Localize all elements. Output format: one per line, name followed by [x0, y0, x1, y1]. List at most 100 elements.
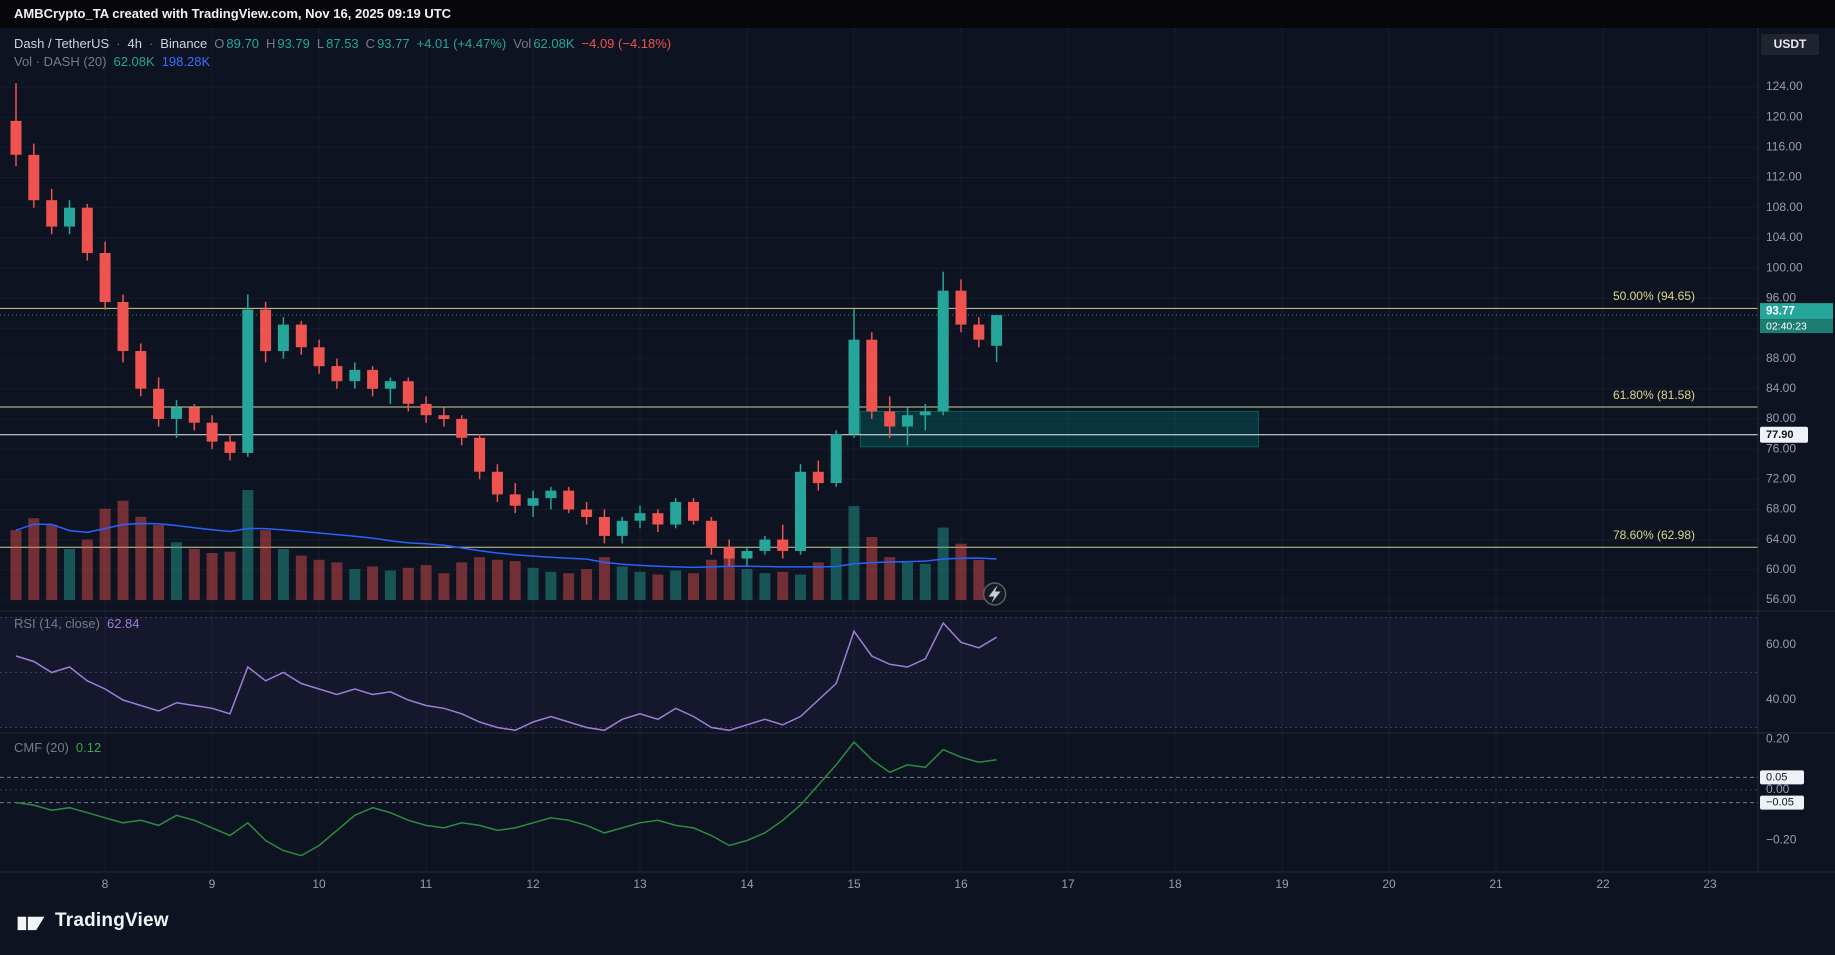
fib-level-label: 61.80% (81.58) — [1612, 388, 1695, 403]
volume-bar — [28, 518, 40, 600]
volume-bar — [206, 553, 218, 600]
price-change: +4.01 (+4.47%) — [416, 36, 507, 51]
volume-bar — [723, 554, 735, 600]
last-price-badge — [1760, 303, 1833, 320]
ohlc-high: H 93.79 — [265, 36, 310, 51]
time-tick-label: 16 — [954, 877, 968, 891]
volume-bar — [955, 543, 967, 600]
candle-body — [652, 513, 664, 525]
symbol-exchange: Binance — [160, 36, 208, 51]
volume-bar — [224, 551, 236, 600]
candle-body — [688, 501, 699, 521]
candle-body — [349, 369, 361, 382]
volume-ma-line — [15, 522, 997, 569]
volume-bar — [670, 570, 682, 600]
volume-bar — [277, 549, 289, 600]
candle-body — [456, 418, 468, 438]
candle-body — [474, 437, 486, 472]
candle-body — [491, 471, 503, 495]
candle-body — [135, 351, 147, 389]
cmf-tick-label: −0.20 — [1766, 833, 1797, 847]
cmf-tick-label: 0.00 — [1766, 782, 1790, 796]
candle-body — [277, 324, 289, 351]
candle-body — [955, 290, 967, 325]
time-tick-label: 17 — [1061, 877, 1075, 891]
candle-body — [902, 415, 913, 427]
ohlc-open: O 89.70 — [214, 36, 259, 51]
volume-bar — [295, 555, 307, 600]
time-tick-label: 8 — [102, 877, 109, 891]
cmf-level-badge-label: 0.05 — [1766, 771, 1787, 783]
rsi-tick-label: 60.00 — [1766, 637, 1796, 651]
tradingview-logo-text: TradingView — [55, 910, 169, 931]
candle-body — [616, 520, 628, 536]
volume-bar — [563, 573, 575, 600]
candle-body — [741, 551, 753, 559]
last-price-label: 93.77 — [1766, 306, 1795, 318]
candle-body — [812, 471, 824, 484]
candle-body — [117, 302, 129, 351]
price-tick-label: 112.00 — [1766, 170, 1802, 184]
candle-body — [509, 494, 521, 506]
candle-body — [634, 513, 646, 521]
volume-bar — [688, 573, 699, 600]
volume-bar — [705, 559, 717, 600]
support-price-label: 77.90 — [1766, 429, 1794, 441]
candle-body — [224, 441, 236, 453]
volume-bar — [81, 539, 93, 600]
price-tick-label: 80.00 — [1766, 411, 1796, 425]
volume-bar — [117, 500, 129, 600]
candle-body — [919, 411, 931, 416]
volume-bar — [830, 547, 842, 600]
ohlc-close: C 93.77 — [365, 36, 410, 51]
candle-body — [46, 200, 58, 227]
volume-bar — [367, 566, 379, 600]
volume-bar — [777, 571, 789, 600]
attribution-text: AMBCrypto_TA created with TradingView.co… — [14, 6, 452, 21]
rsi-legend-row[interactable]: RSI (14, close) 62.84 — [14, 616, 140, 631]
price-tick-label: 120.00 — [1766, 109, 1803, 123]
lightning-bolt-icon — [988, 585, 1001, 603]
volume-bar — [545, 571, 557, 600]
volume-bar — [349, 569, 361, 600]
volume-bar — [741, 569, 753, 600]
candle-body — [723, 547, 735, 559]
legend-separator: · — [148, 36, 154, 51]
volume-bar — [420, 565, 432, 600]
currency-toggle-button[interactable]: USDT — [1761, 34, 1819, 55]
volume-legend-row[interactable]: Vol · DASH (20) 62.08K 198.28K — [14, 54, 210, 69]
volume-bar — [474, 557, 486, 600]
price-tick-label: 56.00 — [1766, 592, 1796, 606]
volume-bar — [491, 559, 503, 600]
time-tick-label: 20 — [1382, 877, 1396, 891]
volume-bar — [598, 557, 610, 600]
rsi-label: RSI (14, close) — [14, 616, 100, 631]
price-tick-label: 124.00 — [1766, 79, 1803, 93]
time-tick-label: 21 — [1489, 877, 1503, 891]
volume-bar — [884, 557, 896, 600]
symbol-legend-row[interactable]: Dash / TetherUS · 4h · Binance O 89.70 H… — [14, 36, 671, 51]
ohlc-low: L 87.53 — [316, 36, 359, 51]
volume-bar — [848, 506, 860, 600]
time-tick-label: 10 — [312, 877, 326, 891]
volume-bar — [313, 559, 325, 600]
candle-body — [795, 471, 806, 551]
time-tick-label: 12 — [526, 877, 540, 891]
candle-body — [848, 339, 860, 434]
volume-bar — [402, 567, 414, 600]
demand-zone-box[interactable] — [859, 410, 1259, 448]
candle-body — [670, 501, 682, 525]
price-tick-label: 84.00 — [1766, 381, 1796, 395]
candle-body — [884, 411, 896, 427]
cmf-level-badge — [1760, 770, 1804, 785]
countdown-badge — [1760, 319, 1833, 334]
candle-body — [99, 253, 111, 302]
cmf-tick-label: 0.20 — [1766, 732, 1790, 746]
candle-body — [830, 434, 842, 483]
candle-body — [991, 315, 1003, 346]
cmf-line — [15, 740, 997, 857]
price-tick-label: 88.00 — [1766, 351, 1796, 365]
cmf-legend-row[interactable]: CMF (20) 0.12 — [14, 740, 101, 755]
tradingview-logo[interactable]: TradingView — [16, 906, 169, 936]
